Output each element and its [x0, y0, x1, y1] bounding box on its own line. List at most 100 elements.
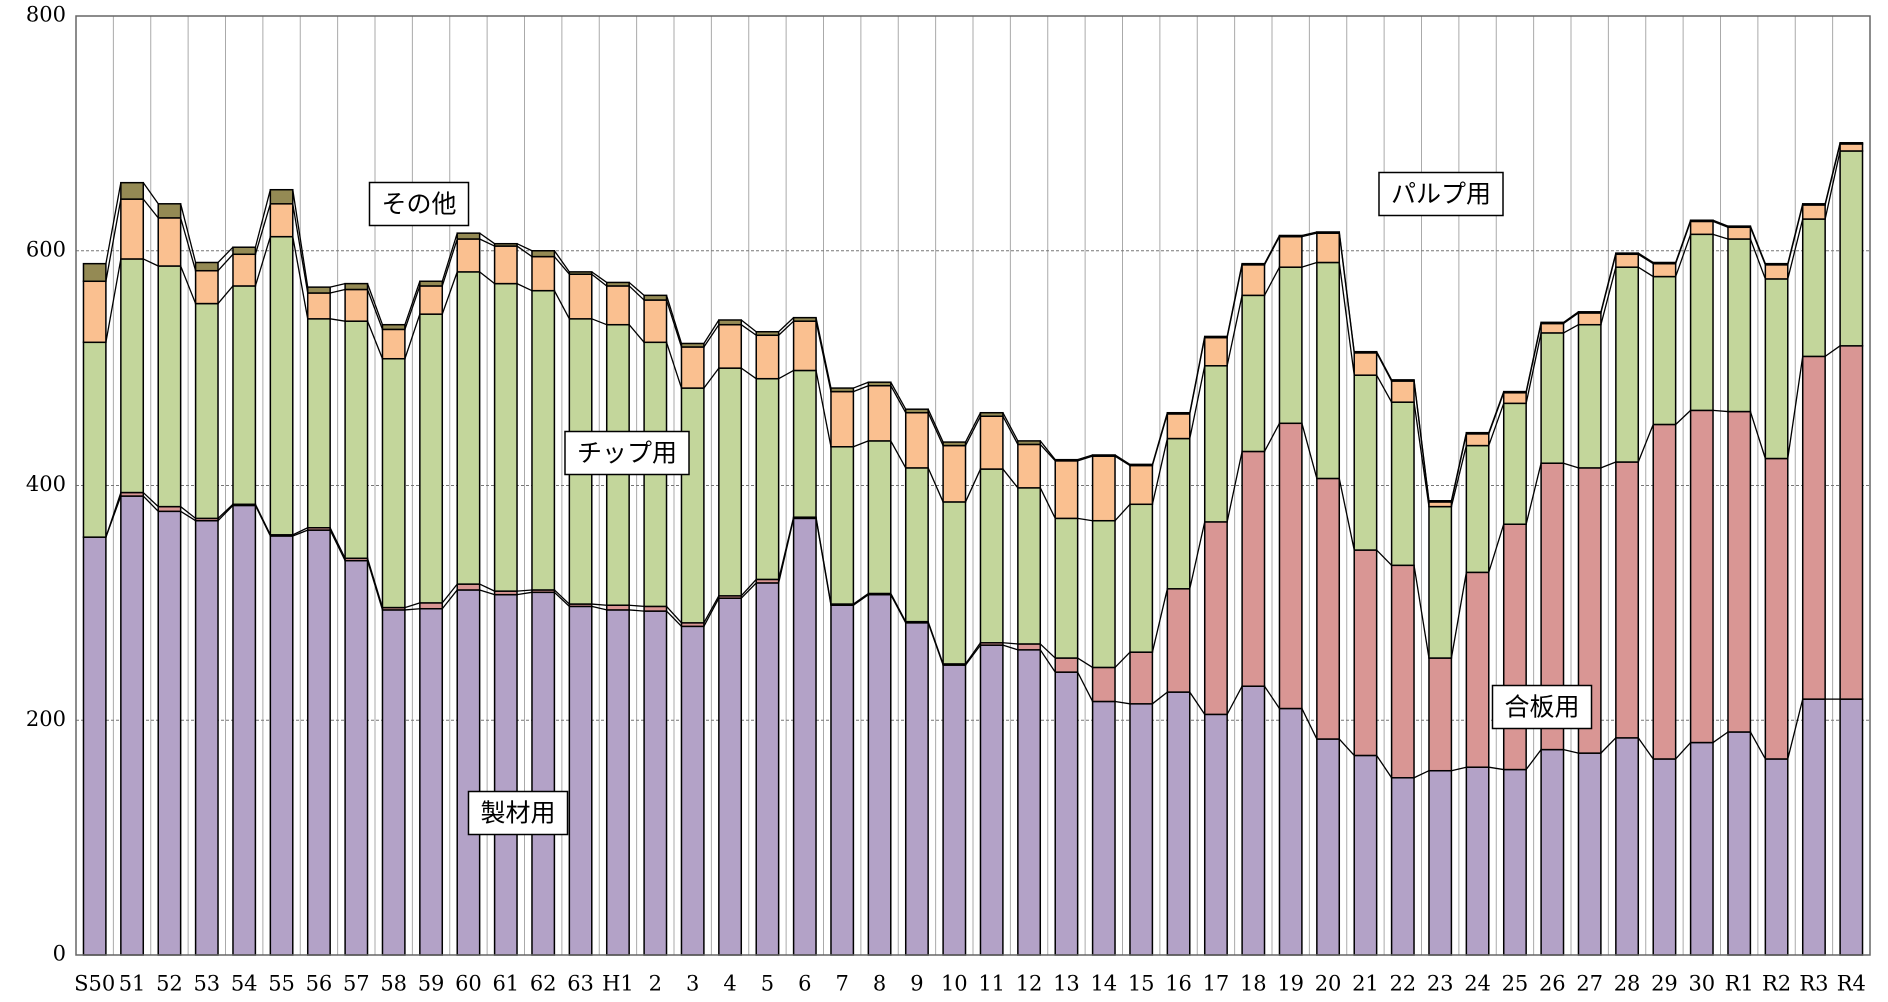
- bar-segment: [792, 316, 817, 322]
- bar-segment: [1203, 335, 1228, 339]
- bar-segment: [1689, 219, 1714, 223]
- bar-segment: [568, 271, 593, 275]
- series-line: [516, 245, 533, 258]
- series-line: [1002, 644, 1019, 651]
- series-line: [1263, 422, 1281, 452]
- bar-segment: [942, 441, 967, 447]
- bar-segment: [942, 501, 967, 665]
- series-line: [853, 381, 869, 389]
- x-tick-label: 6: [798, 972, 811, 996]
- series-line: [1488, 524, 1505, 573]
- bar-segment: [157, 510, 182, 956]
- bar-segment: [194, 261, 219, 272]
- series-line: [366, 283, 384, 325]
- bar-segment: [755, 377, 780, 581]
- y-tick-label: 0: [53, 942, 66, 966]
- bar-segment: [568, 273, 593, 320]
- bar-segment: [1278, 707, 1303, 956]
- x-tick-label: 27: [1576, 972, 1603, 996]
- series-line: [1675, 409, 1692, 425]
- series-line: [441, 232, 458, 282]
- bar-segment: [1054, 657, 1079, 673]
- series-line: [1189, 521, 1206, 589]
- series-line: [180, 506, 197, 519]
- x-tick-label: 11: [978, 972, 1005, 996]
- bar-segment: [1091, 454, 1116, 457]
- series-line: [815, 321, 832, 392]
- series-line: [778, 320, 795, 336]
- bar-segment: [1241, 294, 1266, 453]
- series-line: [1039, 487, 1056, 519]
- series-line: [479, 271, 496, 285]
- series-line: [1563, 324, 1579, 334]
- bar-segment: [568, 605, 593, 956]
- series-line: [964, 415, 982, 446]
- bar-segment: [1652, 758, 1677, 956]
- bar-segment: [1502, 523, 1527, 771]
- x-tick-label: 52: [156, 972, 183, 996]
- bar-segment: [942, 444, 967, 503]
- series-line: [665, 295, 683, 344]
- x-tick-label: 18: [1240, 972, 1267, 996]
- series-line: [366, 560, 384, 611]
- bar-segment: [1615, 461, 1640, 739]
- bar-segment: [792, 369, 817, 518]
- bar-segment: [344, 288, 369, 322]
- bar-segment: [1316, 261, 1341, 480]
- bar-segment: [1502, 392, 1527, 405]
- series-line: [553, 589, 570, 605]
- series-line: [1002, 642, 1018, 645]
- bar-segment: [1241, 264, 1266, 297]
- series-label-box: [368, 181, 470, 227]
- series-line: [180, 265, 197, 304]
- bar-segment: [1054, 671, 1079, 956]
- bar-segment: [755, 330, 780, 337]
- series-line: [1114, 651, 1131, 668]
- series-line: [1563, 312, 1579, 325]
- bar-segment: [381, 328, 406, 360]
- series-line: [740, 367, 757, 380]
- series-line: [404, 285, 421, 330]
- bar-segment: [82, 262, 107, 283]
- series-line: [1189, 691, 1206, 715]
- bar-segment: [1764, 758, 1789, 956]
- series-line: [1301, 708, 1318, 740]
- x-tick-label: 28: [1614, 972, 1641, 996]
- series-line: [927, 467, 944, 503]
- bar-segment: [1540, 332, 1565, 464]
- bar-segment: [979, 411, 1004, 417]
- bar-segment: [1839, 345, 1864, 700]
- x-tick-label: 63: [567, 972, 594, 996]
- x-tick-label: 2: [649, 972, 662, 996]
- bar-segment: [1390, 380, 1415, 403]
- bar-segment: [1727, 731, 1752, 956]
- bar-segment: [1091, 519, 1116, 669]
- bar-segment: [419, 602, 444, 610]
- y-tick-label: 400: [26, 472, 66, 496]
- bar-segment: [680, 342, 705, 348]
- bar-segment: [1129, 464, 1154, 506]
- bar-segment: [1091, 455, 1116, 522]
- bar-segment: [1353, 754, 1378, 956]
- x-tick-label: 17: [1203, 972, 1230, 996]
- series-line: [1787, 356, 1804, 459]
- bar-segment: [1801, 204, 1826, 220]
- bar-segment: [1316, 232, 1341, 264]
- bar-segment: [1428, 769, 1453, 956]
- series-line: [628, 324, 645, 343]
- bar-segment: [1801, 218, 1826, 358]
- x-tick-label: 54: [231, 972, 258, 996]
- bar-segment: [120, 495, 145, 956]
- series-line: [1675, 234, 1692, 277]
- series-line: [441, 589, 458, 610]
- bar-segment: [904, 467, 929, 623]
- series-line: [1226, 295, 1243, 366]
- bar-segment: [1129, 703, 1154, 956]
- bar-segment: [194, 302, 219, 520]
- bar-segment: [531, 255, 556, 292]
- bar-segment: [605, 285, 630, 326]
- series-line: [703, 367, 720, 389]
- x-tick-label: 51: [119, 972, 146, 996]
- bar-segment: [1764, 278, 1789, 460]
- bar-segment: [1727, 410, 1752, 733]
